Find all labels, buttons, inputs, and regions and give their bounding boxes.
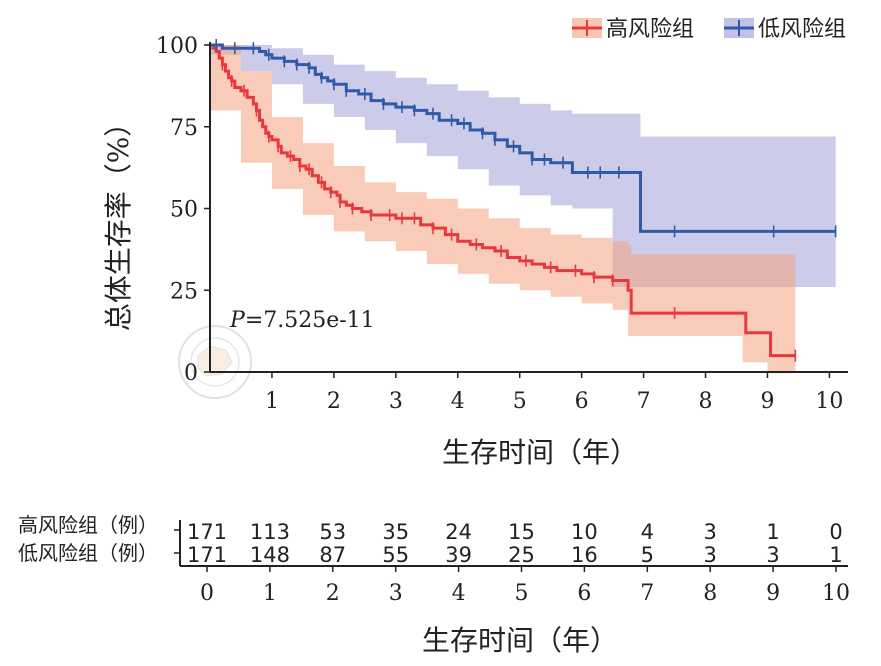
- risk-value: 25: [508, 543, 535, 567]
- risk-value: 24: [445, 520, 472, 544]
- y-tick-label: 100: [156, 34, 198, 59]
- legend: 高风险组 低风险组: [572, 17, 846, 42]
- risk-x-axis-label: 生存时间（年）: [422, 624, 618, 657]
- svg-text:高风险组: 高风险组: [606, 17, 694, 42]
- risk-value: 113: [250, 520, 290, 544]
- x-tick-label: 9: [760, 389, 774, 414]
- risk-x-tick-label: 9: [766, 581, 780, 606]
- y-tick-label: 25: [170, 279, 198, 304]
- x-axis-ticks: 1 2 3 4 5 6 7 8 9 10: [265, 372, 843, 414]
- x-tick-label: 10: [815, 389, 843, 414]
- risk-x-tick-label: 0: [200, 581, 214, 606]
- risk-value: 55: [382, 543, 409, 567]
- risk-x-tick-label: 5: [515, 581, 529, 606]
- svg-text:低风险组: 低风险组: [758, 17, 846, 42]
- risk-row-label-low: 低风险组（例）: [18, 541, 158, 565]
- risk-row-label-high: 高风险组（例）: [18, 513, 158, 537]
- x-tick-label: 5: [513, 389, 527, 414]
- risk-x-tick-label: 6: [577, 581, 591, 606]
- y-axis-ticks: 0 25 50 75 100: [156, 34, 210, 386]
- x-tick-label: 8: [699, 389, 713, 414]
- legend-item-low-risk: 低风险组: [724, 17, 846, 42]
- risk-value: 35: [382, 520, 409, 544]
- x-tick-label: 1: [265, 389, 279, 414]
- risk-value: 1: [766, 520, 779, 544]
- risk-x-tick-label: 4: [452, 581, 466, 606]
- x-axis-label: 生存时间（年）: [442, 436, 638, 469]
- legend-item-high-risk: 高风险组: [572, 17, 694, 42]
- x-tick-label: 2: [327, 389, 341, 414]
- risk-value: 171: [187, 543, 227, 567]
- risk-value: 3: [704, 520, 717, 544]
- risk-x-tick-label: 3: [389, 581, 403, 606]
- risk-value: 10: [571, 520, 598, 544]
- risk-x-tick-label: 8: [703, 581, 717, 606]
- p-value-annotation: P=7.525e-11: [229, 308, 375, 333]
- survival-curve-high: [210, 43, 796, 358]
- association-seal-watermark: [178, 325, 252, 399]
- ci-band-high: [210, 45, 796, 372]
- x-tick-label: 6: [575, 389, 589, 414]
- risk-value: 3: [704, 543, 717, 567]
- y-axis-label: 总体生存率（%）: [102, 109, 135, 332]
- risk-value: 15: [508, 520, 535, 544]
- risk-value: 171: [187, 520, 227, 544]
- risk-value: 5: [641, 543, 654, 567]
- censor-marks: [215, 39, 837, 362]
- x-tick-label: 3: [389, 389, 403, 414]
- risk-value: 87: [319, 543, 346, 567]
- x-tick-label: 4: [451, 389, 465, 414]
- y-tick-label: 50: [170, 198, 198, 223]
- risk-value: 53: [319, 520, 346, 544]
- risk-value: 39: [445, 543, 472, 567]
- risk-x-tick-label: 7: [640, 581, 654, 606]
- ci-band-low: [210, 45, 836, 287]
- risk-x-tick-label: 1: [263, 581, 277, 606]
- y-tick-label: 0: [184, 361, 198, 386]
- confidence-bands: [210, 45, 836, 372]
- risk-x-tick-label: 10: [822, 581, 850, 606]
- risk-x-ticks: 0 1 2 3 4 5 6 7 8 9 10: [200, 566, 850, 606]
- risk-value: 3: [766, 543, 779, 567]
- risk-value: 4: [641, 520, 654, 544]
- risk-value: 148: [250, 543, 290, 567]
- x-tick-label: 7: [637, 389, 651, 414]
- risk-value: 16: [571, 543, 598, 567]
- risk-x-tick-label: 2: [326, 581, 340, 606]
- y-tick-label: 75: [170, 116, 198, 141]
- risk-value: 0: [829, 520, 842, 544]
- risk-value: 1: [829, 543, 842, 567]
